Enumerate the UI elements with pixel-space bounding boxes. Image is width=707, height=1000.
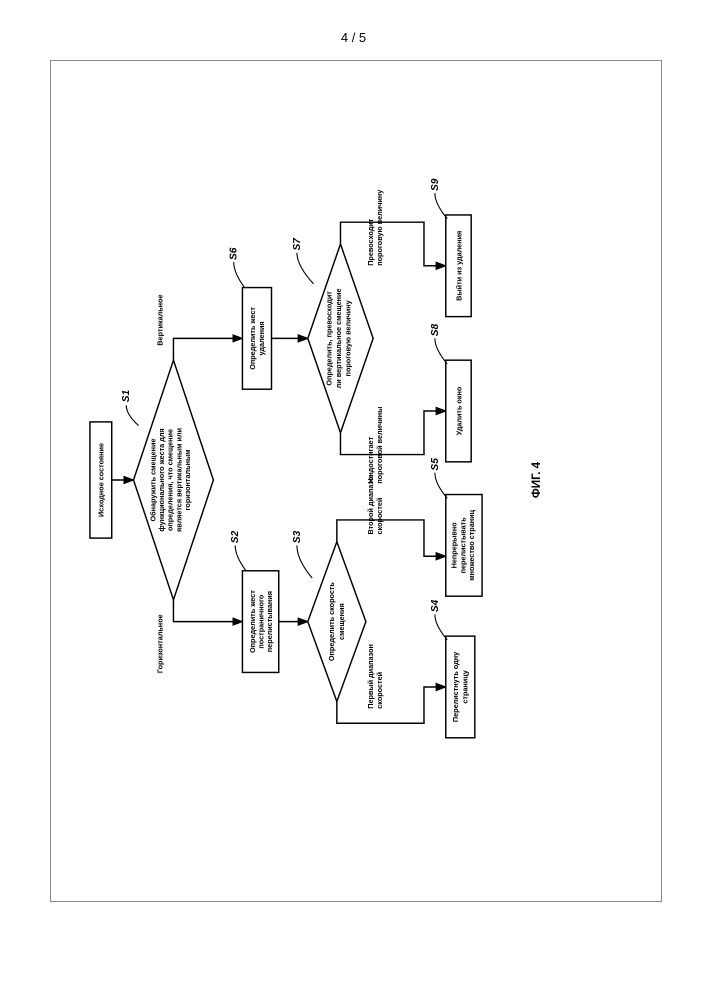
s2-line0: Определить жест: [248, 590, 257, 653]
s9-text: Выйти из удаления: [455, 231, 464, 301]
s4-line0: Перелистнуть одну: [451, 652, 460, 722]
arrow-s7-s8: [340, 411, 445, 455]
s6-line0: Определить жест: [248, 307, 257, 370]
s2-line1: постраничного: [257, 594, 266, 649]
s7-right-0: Превосходит: [366, 218, 375, 266]
s3-label: S3: [292, 530, 303, 543]
s2-label: S2: [230, 530, 241, 543]
s5-label: S5: [430, 458, 441, 471]
s1-line2: определения, что смещение: [166, 429, 175, 531]
s7-right-1: пороговую величину: [375, 190, 384, 266]
s1-label: S1: [121, 390, 132, 403]
s3-line1: смещения: [337, 603, 346, 640]
s1-line4: горизонтальным: [183, 449, 192, 510]
s7-line1: ли вертикальное смещение: [334, 288, 343, 388]
s3-callout: [297, 545, 312, 578]
s5-line2: множество страниц: [467, 509, 476, 580]
s7-label: S7: [292, 237, 303, 251]
s7-line2: пороговую величину: [344, 300, 353, 376]
s6-callout: [234, 262, 245, 287]
s5-line1: перелистывать: [458, 517, 467, 574]
arrow-s3-s4: [337, 687, 446, 723]
s1-line3: является вертикальным или: [174, 428, 183, 532]
s7-left-1: пороговой величины: [375, 407, 384, 484]
s6-label: S6: [229, 247, 240, 260]
s2-line2: перелистывания: [265, 591, 274, 652]
s2-callout: [235, 545, 246, 570]
lbl-vertical: Вертикальное: [156, 294, 165, 345]
s1-callout: [126, 405, 138, 425]
arrow-s1-s6: [173, 338, 242, 360]
flowchart-svg: Исходное состояние Обнаружить смещение ф…: [0, 175, 707, 785]
s8-label: S8: [430, 323, 441, 336]
s5-line0: Непрерывно: [450, 522, 459, 569]
s3-left-0: Первый диапазон: [366, 644, 375, 709]
start-text: Исходное состояние: [97, 443, 106, 517]
s4-line1: страницу: [461, 670, 470, 703]
s8-text: Удалить окно: [455, 386, 464, 435]
arrow-s3-s5: [337, 520, 446, 556]
s1-line0: Обнаружить смещение: [148, 438, 157, 521]
flowchart-container: Исходное состояние Обнаружить смещение ф…: [0, 175, 707, 785]
s1-line1: функционального жеста для: [157, 428, 166, 531]
s3-right-1: скоростей: [375, 498, 384, 535]
figure-label: ФИГ. 4: [530, 461, 543, 498]
s7-line0: Определить, превосходит: [325, 291, 334, 386]
s6-line1: удаления: [257, 321, 266, 355]
s4-label: S4: [430, 599, 441, 612]
s7-callout: [297, 253, 314, 284]
lbl-horizontal: Горизонтальное: [156, 614, 165, 673]
s7-left-0: Не достигает: [366, 436, 375, 483]
arrow-s7-s9: [340, 222, 445, 266]
arrow-s1-s2: [173, 600, 242, 622]
s9-label: S9: [430, 178, 441, 191]
s3-line0: Определить скорость: [327, 582, 336, 662]
s3-left-1: скоростей: [375, 672, 384, 709]
page-number: 4 / 5: [341, 30, 366, 45]
